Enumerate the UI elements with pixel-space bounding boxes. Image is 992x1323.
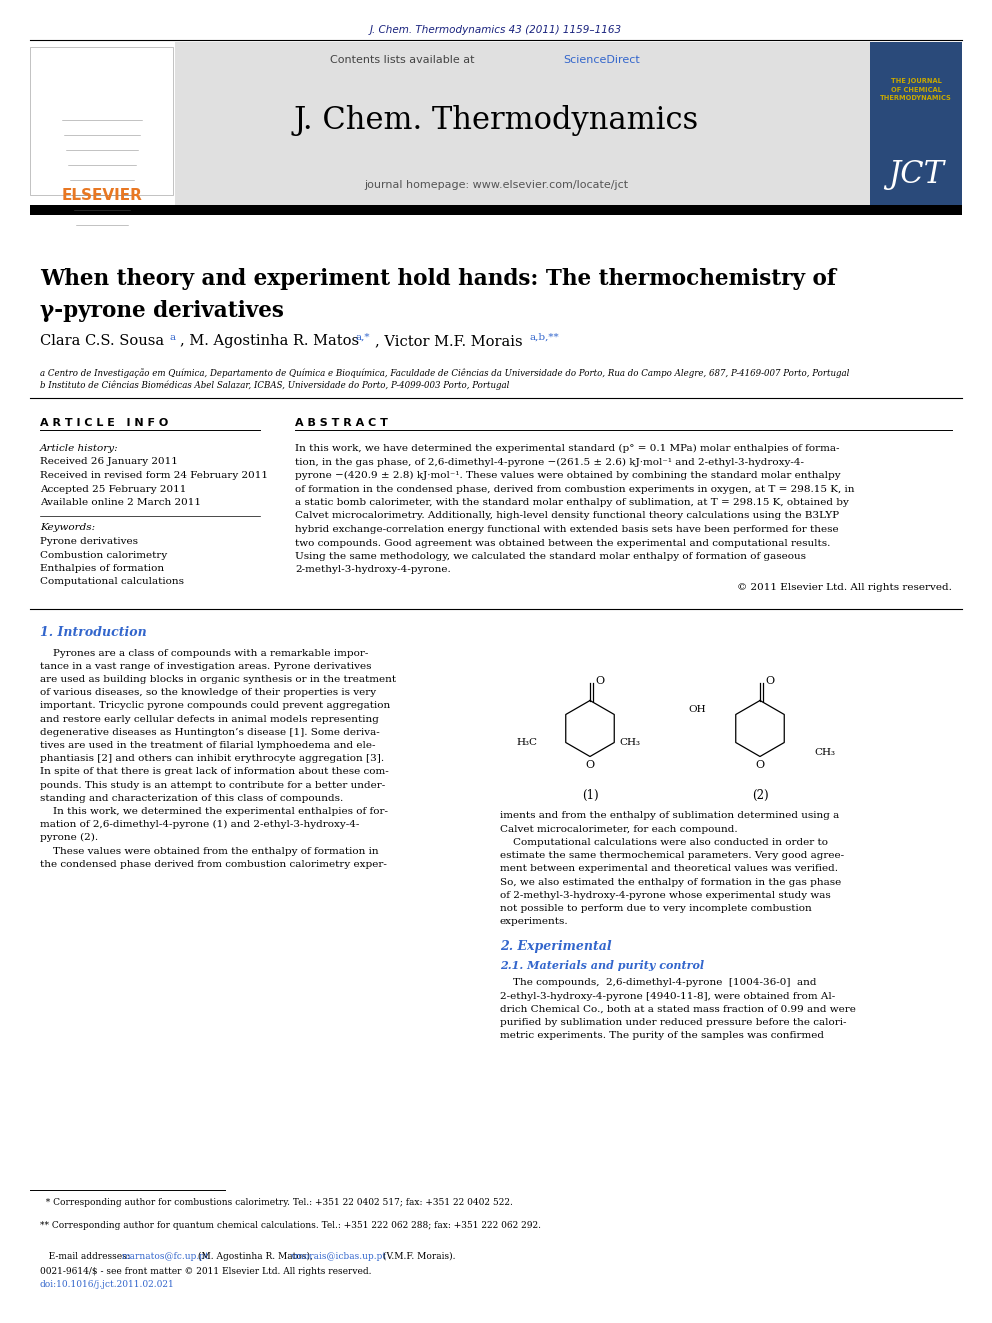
Text: Contents lists available at: Contents lists available at bbox=[330, 56, 478, 65]
Text: b Instituto de Ciências Biomédicas Abel Salazar, ICBAS, Universidade do Porto, P: b Instituto de Ciências Biomédicas Abel … bbox=[40, 381, 509, 390]
Text: 2-ethyl-3-hydroxy-4-pyrone [4940-11-8], were obtained from Al-: 2-ethyl-3-hydroxy-4-pyrone [4940-11-8], … bbox=[500, 991, 835, 1000]
Text: mation of 2,6-dimethyl-4-pyrone (1) and 2-ethyl-3-hydroxy-4-: mation of 2,6-dimethyl-4-pyrone (1) and … bbox=[40, 820, 359, 830]
Text: important. Tricyclic pyrone compounds could prevent aggregation: important. Tricyclic pyrone compounds co… bbox=[40, 701, 390, 710]
Text: doi:10.1016/j.jct.2011.02.021: doi:10.1016/j.jct.2011.02.021 bbox=[40, 1279, 175, 1289]
Text: O: O bbox=[765, 676, 774, 685]
Text: Pyrone derivatives: Pyrone derivatives bbox=[40, 537, 138, 546]
Text: , M. Agostinha R. Matos: , M. Agostinha R. Matos bbox=[180, 333, 359, 348]
Text: pounds. This study is an attempt to contribute for a better under-: pounds. This study is an attempt to cont… bbox=[40, 781, 385, 790]
Text: Computational calculations were also conducted in order to: Computational calculations were also con… bbox=[500, 837, 828, 847]
Text: O: O bbox=[585, 761, 594, 770]
Bar bbox=[30, 205, 962, 216]
Text: 2.1. Materials and purity control: 2.1. Materials and purity control bbox=[500, 960, 704, 971]
Text: degenerative diseases as Huntington’s disease [1]. Some deriva-: degenerative diseases as Huntington’s di… bbox=[40, 728, 380, 737]
Text: a,b,**: a,b,** bbox=[530, 333, 559, 343]
Text: metric experiments. The purity of the samples was confirmed: metric experiments. The purity of the sa… bbox=[500, 1031, 824, 1040]
Text: In this work, we have determined the experimental standard (p° = 0.1 MPa) molar : In this work, we have determined the exp… bbox=[295, 445, 839, 452]
Text: 0021-9614/$ - see front matter © 2011 Elsevier Ltd. All rights reserved.: 0021-9614/$ - see front matter © 2011 El… bbox=[40, 1267, 371, 1275]
Text: a Centro de Investigação em Química, Departamento de Química e Bioquímica, Facul: a Centro de Investigação em Química, Dep… bbox=[40, 368, 849, 378]
Text: Accepted 25 February 2011: Accepted 25 February 2011 bbox=[40, 484, 186, 493]
Text: tives are used in the treatment of filarial lymphoedema and ele-: tives are used in the treatment of filar… bbox=[40, 741, 376, 750]
Text: A B S T R A C T: A B S T R A C T bbox=[295, 418, 388, 429]
Text: Received in revised form 24 February 2011: Received in revised form 24 February 201… bbox=[40, 471, 268, 480]
Text: of 2-methyl-3-hydroxy-4-pyrone whose experimental study was: of 2-methyl-3-hydroxy-4-pyrone whose exp… bbox=[500, 890, 830, 900]
Text: THE JOURNAL
OF CHEMICAL
THERMODYNAMICS: THE JOURNAL OF CHEMICAL THERMODYNAMICS bbox=[880, 78, 952, 102]
Text: estimate the same thermochemical parameters. Very good agree-: estimate the same thermochemical paramet… bbox=[500, 851, 844, 860]
Text: In spite of that there is great lack of information about these com-: In spite of that there is great lack of … bbox=[40, 767, 389, 777]
Text: O: O bbox=[595, 676, 604, 685]
Text: These values were obtained from the enthalpy of formation in: These values were obtained from the enth… bbox=[40, 847, 379, 856]
Text: hybrid exchange-correlation energy functional with extended basis sets have been: hybrid exchange-correlation energy funct… bbox=[295, 525, 838, 534]
Text: A R T I C L E   I N F O: A R T I C L E I N F O bbox=[40, 418, 169, 429]
Text: Combustion calorimetry: Combustion calorimetry bbox=[40, 550, 168, 560]
Text: standing and characterization of this class of compounds.: standing and characterization of this cl… bbox=[40, 794, 343, 803]
Text: CH₃: CH₃ bbox=[619, 738, 640, 747]
Text: © 2011 Elsevier Ltd. All rights reserved.: © 2011 Elsevier Ltd. All rights reserved… bbox=[737, 583, 952, 591]
Text: When theory and experiment hold hands: The thermochemistry of: When theory and experiment hold hands: T… bbox=[40, 269, 836, 290]
Text: ** Corresponding author for quantum chemical calculations. Tel.: +351 222 062 28: ** Corresponding author for quantum chem… bbox=[40, 1221, 541, 1230]
Text: O: O bbox=[756, 761, 765, 770]
Text: the condensed phase derived from combustion calorimetry exper-: the condensed phase derived from combust… bbox=[40, 860, 387, 869]
Text: pyrone (2).: pyrone (2). bbox=[40, 833, 98, 843]
Text: E-mail addresses:: E-mail addresses: bbox=[40, 1252, 133, 1261]
Text: purified by sublimation under reduced pressure before the calori-: purified by sublimation under reduced pr… bbox=[500, 1017, 846, 1027]
Text: phantiasis [2] and others can inhibit erythrocyte aggregation [3].: phantiasis [2] and others can inhibit er… bbox=[40, 754, 384, 763]
Text: (1): (1) bbox=[581, 789, 598, 802]
Text: (2): (2) bbox=[752, 789, 769, 802]
Text: tion, in the gas phase, of 2,6-dimethyl-4-pyrone −(261.5 ± 2.6) kJ·mol⁻¹ and 2-e: tion, in the gas phase, of 2,6-dimethyl-… bbox=[295, 458, 804, 467]
Text: Calvet microcalorimeter, for each compound.: Calvet microcalorimeter, for each compou… bbox=[500, 824, 738, 833]
Text: JCT: JCT bbox=[888, 160, 944, 191]
Text: Available online 2 March 2011: Available online 2 March 2011 bbox=[40, 497, 201, 507]
Text: (V.M.F. Morais).: (V.M.F. Morais). bbox=[380, 1252, 455, 1261]
Text: The compounds,  2,6-dimethyl-4-pyrone  [1004-36-0]  and: The compounds, 2,6-dimethyl-4-pyrone [10… bbox=[500, 978, 816, 987]
Bar bbox=[870, 42, 962, 205]
Text: and restore early cellular defects in animal models representing: and restore early cellular defects in an… bbox=[40, 714, 379, 724]
Text: of formation in the condensed phase, derived from combustion experiments in oxyg: of formation in the condensed phase, der… bbox=[295, 484, 854, 493]
Text: two compounds. Good agreement was obtained between the experimental and computat: two compounds. Good agreement was obtain… bbox=[295, 538, 830, 548]
Text: H₃C: H₃C bbox=[517, 738, 538, 747]
Text: ScienceDirect: ScienceDirect bbox=[563, 56, 640, 65]
Text: a,*: a,* bbox=[355, 333, 369, 343]
Text: So, we also estimated the enthalpy of formation in the gas phase: So, we also estimated the enthalpy of fo… bbox=[500, 877, 841, 886]
Text: pyrone −(420.9 ± 2.8) kJ·mol⁻¹. These values were obtained by combining the stan: pyrone −(420.9 ± 2.8) kJ·mol⁻¹. These va… bbox=[295, 471, 840, 480]
Text: CH₃: CH₃ bbox=[814, 747, 835, 757]
Text: Enthalpies of formation: Enthalpies of formation bbox=[40, 564, 164, 573]
Text: In this work, we determined the experimental enthalpies of for-: In this work, we determined the experime… bbox=[40, 807, 388, 816]
Text: are used as building blocks in organic synthesis or in the treatment: are used as building blocks in organic s… bbox=[40, 675, 396, 684]
Text: 2. Experimental: 2. Experimental bbox=[500, 941, 612, 954]
Text: drich Chemical Co., both at a stated mass fraction of 0.99 and were: drich Chemical Co., both at a stated mas… bbox=[500, 1004, 856, 1013]
Bar bbox=[175, 42, 870, 205]
Text: journal homepage: www.elsevier.com/locate/jct: journal homepage: www.elsevier.com/locat… bbox=[364, 180, 628, 191]
Text: Article history:: Article history: bbox=[40, 445, 119, 452]
Text: of various diseases, so the knowledge of their properties is very: of various diseases, so the knowledge of… bbox=[40, 688, 376, 697]
Text: γ-pyrone derivatives: γ-pyrone derivatives bbox=[40, 300, 284, 321]
Text: Calvet microcalorimetry. Additionally, high-level density functional theory calc: Calvet microcalorimetry. Additionally, h… bbox=[295, 512, 839, 520]
Text: ELSEVIER: ELSEVIER bbox=[62, 188, 143, 202]
Bar bbox=[30, 48, 173, 194]
Text: not possible to perform due to very incomplete combustion: not possible to perform due to very inco… bbox=[500, 904, 811, 913]
Text: (M. Agostinha R. Matos),: (M. Agostinha R. Matos), bbox=[195, 1252, 315, 1261]
Text: a static bomb calorimeter, with the standard molar enthalpy of sublimation, at T: a static bomb calorimeter, with the stan… bbox=[295, 497, 849, 507]
Text: experiments.: experiments. bbox=[500, 917, 568, 926]
Text: tance in a vast range of investigation areas. Pyrone derivatives: tance in a vast range of investigation a… bbox=[40, 662, 371, 671]
Text: OH: OH bbox=[688, 705, 705, 714]
Text: ment between experimental and theoretical values was verified.: ment between experimental and theoretica… bbox=[500, 864, 838, 873]
Text: a: a bbox=[170, 333, 177, 343]
Text: iments and from the enthalpy of sublimation determined using a: iments and from the enthalpy of sublimat… bbox=[500, 811, 839, 820]
Text: Keywords:: Keywords: bbox=[40, 524, 95, 532]
Text: vmorais@icbas.up.pt: vmorais@icbas.up.pt bbox=[290, 1252, 386, 1261]
Text: Clara C.S. Sousa: Clara C.S. Sousa bbox=[40, 333, 164, 348]
Text: 1. Introduction: 1. Introduction bbox=[40, 627, 147, 639]
Text: marnatos@fc.up.pt: marnatos@fc.up.pt bbox=[122, 1252, 209, 1261]
Text: Pyrones are a class of compounds with a remarkable impor-: Pyrones are a class of compounds with a … bbox=[40, 648, 368, 658]
Text: 2-methyl-3-hydroxy-4-pyrone.: 2-methyl-3-hydroxy-4-pyrone. bbox=[295, 565, 450, 574]
Text: , Victor M.F. Morais: , Victor M.F. Morais bbox=[375, 333, 523, 348]
Text: Using the same methodology, we calculated the standard molar enthalpy of formati: Using the same methodology, we calculate… bbox=[295, 552, 806, 561]
Text: J. Chem. Thermodynamics: J. Chem. Thermodynamics bbox=[294, 105, 698, 135]
Text: Computational calculations: Computational calculations bbox=[40, 578, 184, 586]
Text: J. Chem. Thermodynamics 43 (2011) 1159–1163: J. Chem. Thermodynamics 43 (2011) 1159–1… bbox=[370, 25, 622, 34]
Text: Received 26 January 2011: Received 26 January 2011 bbox=[40, 458, 178, 467]
Text: * Corresponding author for combustions calorimetry. Tel.: +351 22 0402 517; fax:: * Corresponding author for combustions c… bbox=[40, 1199, 513, 1207]
